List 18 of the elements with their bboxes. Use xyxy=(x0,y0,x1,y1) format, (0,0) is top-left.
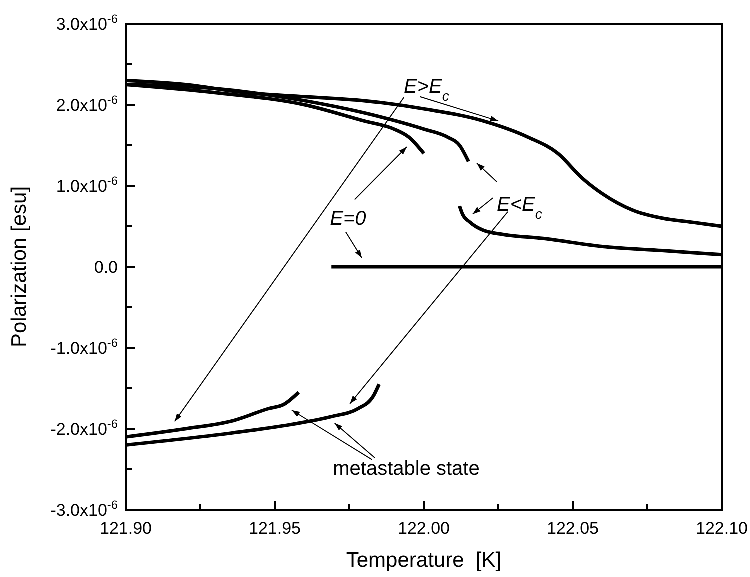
x-tick-label: 121.90 xyxy=(100,519,152,538)
y-tick-label: 0.0 xyxy=(94,258,118,277)
y-tick-label: -3.0x10$^{-6}$ xyxy=(50,498,118,520)
x-tick-label: 121.95 xyxy=(249,519,301,538)
y-tick-label: 1.0x10$^{-6}$ xyxy=(56,174,118,196)
y-axis-title: Polarization [esu] xyxy=(8,186,31,348)
y-tick-label: 3.0x10$^{-6}$ xyxy=(56,12,118,34)
annotation: E<E$_{c}$ xyxy=(497,194,542,222)
x-tick-label: 122.00 xyxy=(398,519,450,538)
y-tick-label: 2.0x10$^{-6}$ xyxy=(56,93,118,115)
annotation: E>E$_{c}$ xyxy=(404,76,450,104)
y-tick-label: -2.0x10$^{-6}$ xyxy=(50,417,118,439)
x-tick-label: 122.05 xyxy=(547,519,599,538)
annotation: E=0 xyxy=(330,208,366,230)
y-tick-label: -1.0x10$^{-6}$ xyxy=(50,336,118,358)
annotation: metastable state xyxy=(333,458,480,480)
x-tick-label: 122.10 xyxy=(696,519,748,538)
x-axis-title: Temperature [K] xyxy=(346,549,502,572)
